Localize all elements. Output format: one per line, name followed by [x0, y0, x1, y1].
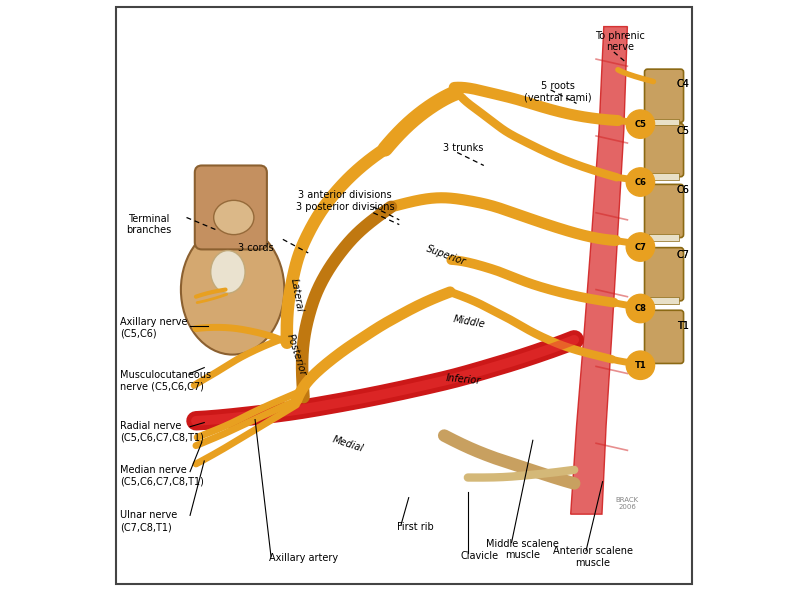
- FancyBboxPatch shape: [645, 69, 684, 122]
- Ellipse shape: [211, 251, 245, 293]
- Circle shape: [626, 233, 654, 261]
- Text: Lateral: Lateral: [288, 278, 305, 313]
- Text: Terminal
branches: Terminal branches: [126, 214, 171, 235]
- Ellipse shape: [213, 200, 254, 235]
- Circle shape: [626, 168, 654, 196]
- Circle shape: [626, 351, 654, 379]
- Text: C7: C7: [676, 251, 689, 260]
- Text: Middle: Middle: [452, 314, 486, 330]
- Ellipse shape: [181, 225, 284, 355]
- Text: 3 anterior divisions
3 posterior divisions: 3 anterior divisions 3 posterior divisio…: [296, 190, 394, 212]
- Text: 3 cords: 3 cords: [238, 243, 274, 253]
- Circle shape: [626, 294, 654, 323]
- FancyBboxPatch shape: [195, 165, 267, 249]
- Text: C6: C6: [634, 177, 646, 187]
- Text: C5: C5: [676, 126, 689, 136]
- Text: C6: C6: [676, 186, 689, 195]
- FancyBboxPatch shape: [645, 124, 684, 177]
- Text: T1: T1: [634, 361, 646, 370]
- FancyBboxPatch shape: [645, 184, 684, 238]
- Text: C5: C5: [634, 119, 646, 129]
- Text: 3 trunks: 3 trunks: [443, 143, 483, 152]
- FancyBboxPatch shape: [645, 248, 684, 301]
- Bar: [650, 173, 679, 180]
- Text: C4: C4: [676, 79, 689, 89]
- Text: Clavicle: Clavicle: [461, 551, 499, 560]
- Text: Middle scalene
muscle: Middle scalene muscle: [486, 539, 558, 560]
- FancyBboxPatch shape: [645, 310, 684, 363]
- Text: C6: C6: [676, 186, 689, 195]
- Text: Axillary nerve
(C5,C6): Axillary nerve (C5,C6): [120, 317, 187, 339]
- Text: Musculocutaneous
nerve (C5,C6,C7): Musculocutaneous nerve (C5,C6,C7): [120, 371, 212, 392]
- Text: Anterior scalene
muscle: Anterior scalene muscle: [553, 546, 633, 567]
- Bar: [650, 297, 679, 304]
- Bar: [650, 119, 679, 125]
- Text: Ulnar nerve
(C7,C8,T1): Ulnar nerve (C7,C8,T1): [120, 511, 178, 532]
- Text: C8: C8: [634, 304, 646, 313]
- Text: Superior: Superior: [425, 243, 468, 267]
- Text: C4: C4: [676, 79, 689, 89]
- Text: T1: T1: [677, 322, 689, 331]
- Text: BRACK
2006: BRACK 2006: [616, 497, 639, 510]
- Text: Median nerve
(C5,C6,C7,C8,T1): Median nerve (C5,C6,C7,C8,T1): [120, 465, 204, 486]
- Polygon shape: [570, 27, 627, 514]
- Text: C7: C7: [634, 242, 646, 252]
- Text: First rib: First rib: [398, 522, 434, 532]
- Text: Inferior: Inferior: [445, 373, 481, 386]
- Text: Radial nerve
(C5,C6,C7,C8,T1): Radial nerve (C5,C6,C7,C8,T1): [120, 421, 204, 442]
- Text: 5 roots
(ventral rami): 5 roots (ventral rami): [524, 81, 591, 102]
- Circle shape: [626, 110, 654, 138]
- Text: Posterior: Posterior: [285, 332, 308, 377]
- Text: Medial: Medial: [331, 435, 364, 454]
- Text: Axillary artery: Axillary artery: [269, 554, 338, 563]
- Bar: [650, 234, 679, 241]
- Text: C7: C7: [676, 251, 689, 260]
- Text: T1: T1: [677, 322, 689, 331]
- Text: C5: C5: [676, 126, 689, 136]
- Text: To phrenic
nerve: To phrenic nerve: [595, 31, 645, 52]
